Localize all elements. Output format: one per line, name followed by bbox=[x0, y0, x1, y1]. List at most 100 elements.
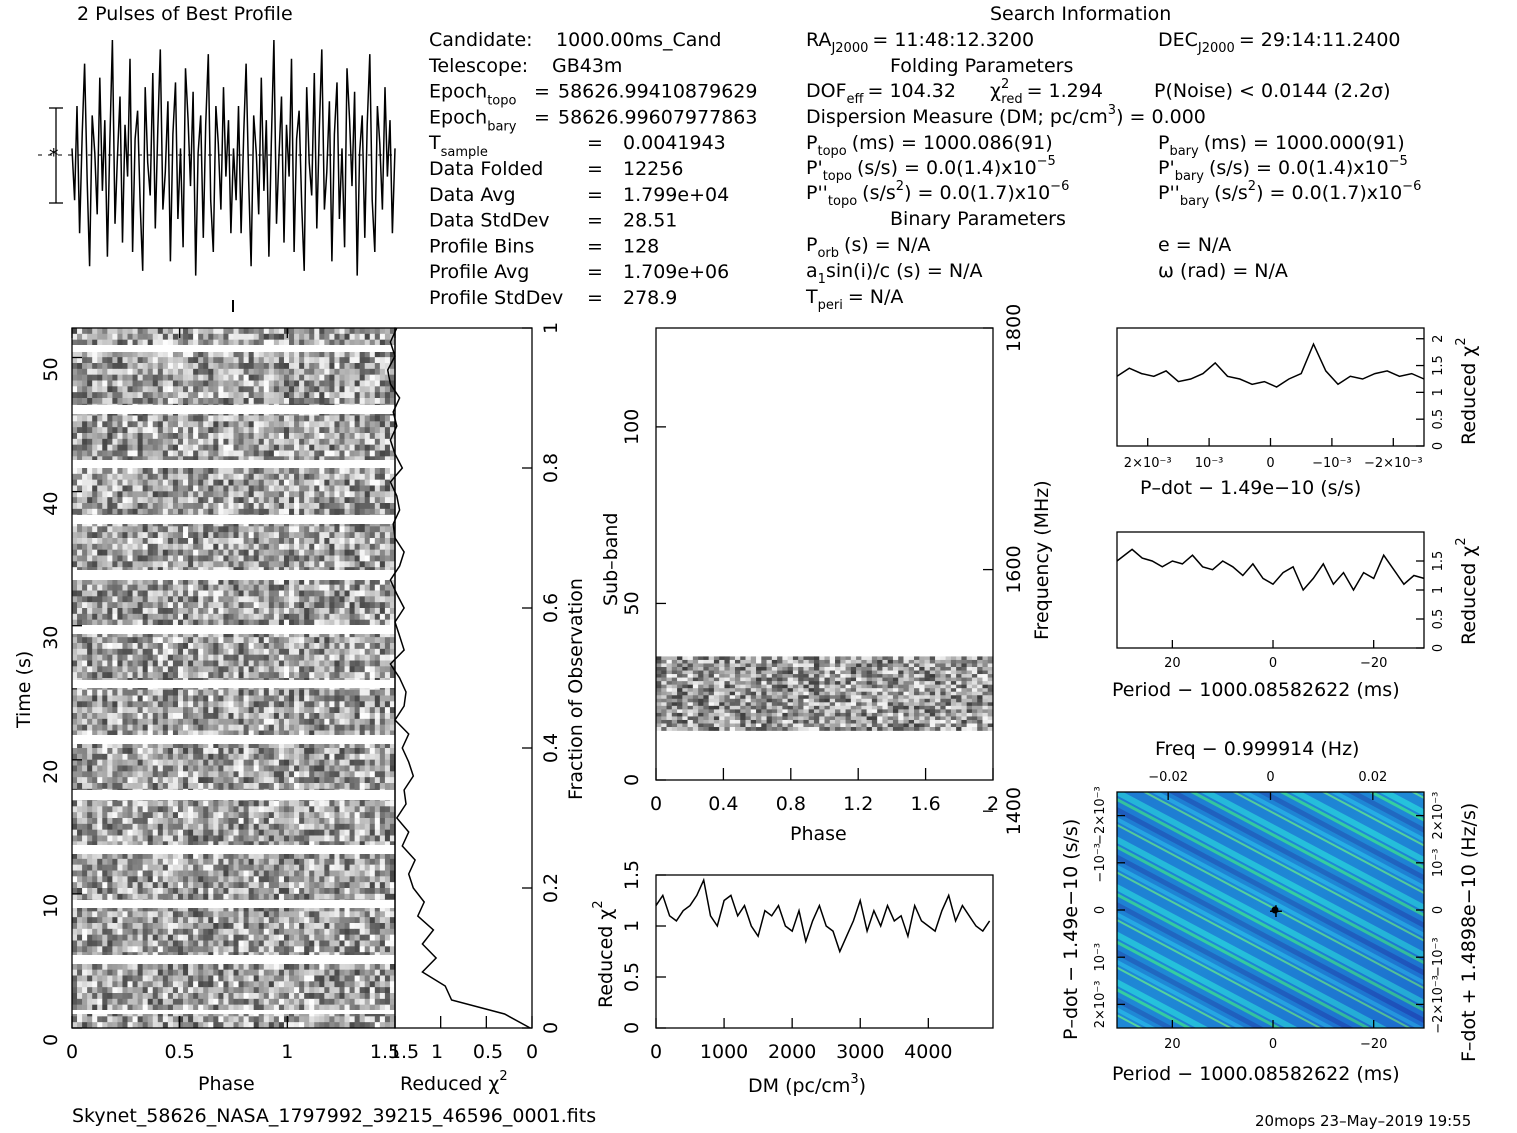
omega-value: ω (rad) = N/A bbox=[1158, 260, 1288, 282]
fraction-tick-label: 0.4 bbox=[540, 733, 562, 763]
fraction-tick-label: 0.6 bbox=[540, 593, 562, 623]
binary-header: Binary Parameters bbox=[890, 208, 1066, 230]
chi-label: χ bbox=[990, 80, 1001, 102]
info-row-label: Profile Bins bbox=[429, 235, 534, 257]
time-tick-label: 50 bbox=[40, 357, 62, 381]
pd-reduced-label: Reduced bbox=[1458, 363, 1480, 445]
dm-tick-label: 3000 bbox=[836, 1041, 884, 1063]
dm-tick-label: 1000 bbox=[700, 1041, 748, 1063]
tperi-sub: peri bbox=[818, 298, 843, 313]
subband-phase-tick-label: 1.2 bbox=[843, 793, 873, 815]
dof-sub: eff bbox=[847, 92, 865, 107]
pp-pdot-tick-label: 2×10⁻³ bbox=[1093, 981, 1108, 1029]
svg-text:P''topo(s/s2) = 0.0(1.7)x10−6: P''topo (s/s2) = 0.0(1.7)x10−6 bbox=[806, 179, 1069, 209]
info-row-label: Data Folded bbox=[429, 158, 543, 180]
pd-bary-exp: −5 bbox=[1389, 154, 1408, 169]
subband-axis-label: Sub–band bbox=[600, 513, 622, 606]
svg-text:*: * bbox=[49, 145, 59, 167]
svg-text:RAJ2000= 11:48:12.3200: RAJ2000 = 11:48:12.3200 bbox=[806, 29, 1034, 56]
subband-tick-label: 50 bbox=[621, 591, 643, 615]
pp-freq-tick-label: −0.02 bbox=[1148, 770, 1188, 785]
ra-value: = 11:48:12.3200 bbox=[872, 29, 1034, 51]
fraction-chi2-line bbox=[386, 327, 531, 1029]
dm-chi-tick-label: 0.5 bbox=[621, 962, 643, 992]
p-bary-sub: bary bbox=[1169, 144, 1199, 159]
pdot-chi-tick-label: 1.5 bbox=[1431, 355, 1446, 376]
footer-stamp: 20mops 23–May–2019 19:55 bbox=[1255, 1112, 1471, 1130]
time-gap bbox=[72, 790, 395, 800]
period-tick-label: 20 bbox=[1164, 656, 1181, 671]
fraction-axis-label: Fraction of Observation bbox=[565, 578, 587, 800]
chi-sup: 2 bbox=[1001, 77, 1009, 92]
pr-reduced-label: Reduced bbox=[1458, 563, 1480, 645]
time-gap bbox=[72, 515, 395, 524]
info-row-value: 1000.00ms_Cand bbox=[556, 29, 722, 51]
pp-freq-tick-label: 0 bbox=[1266, 770, 1274, 785]
pr-chi-sup: 2 bbox=[1454, 537, 1469, 545]
svg-text:P''bary(s/s2) = 0.0(1.7)x10−6: P''bary (s/s2) = 0.0(1.7)x10−6 bbox=[1158, 179, 1421, 209]
ppdot-plane: 20 0 −20−0.02 0 0.022×10⁻³10⁻³0−10⁻³−2×10⁻³ 2… bbox=[1060, 738, 1480, 1085]
info-row-eq: = bbox=[587, 210, 603, 232]
profile-error-bar: * bbox=[38, 107, 395, 204]
fc-chi-sup: 2 bbox=[499, 1069, 507, 1084]
time-gap bbox=[72, 625, 395, 634]
p-bary-value: (ms) = 1000.000(91) bbox=[1204, 132, 1405, 154]
phase-tick-label: 0 bbox=[66, 1041, 78, 1063]
pd-topo-value: (s/s) = 0.0(1.4)x10 bbox=[857, 157, 1037, 179]
pd-topo-label: P' bbox=[806, 157, 823, 179]
tperi-label: T bbox=[805, 286, 818, 308]
p-topo-sub: topo bbox=[817, 144, 846, 159]
time-gap bbox=[72, 345, 395, 352]
period-axis-label: Period − 1000.08582622 (ms) bbox=[1112, 679, 1400, 701]
pdd-bary-rest: ) = 0.0(1.7)x10 bbox=[1256, 182, 1402, 204]
info-row-eq: = bbox=[587, 235, 603, 257]
phase-axis-label: Phase bbox=[198, 1073, 255, 1095]
porb-sub: orb bbox=[817, 246, 839, 261]
time-gap bbox=[72, 1010, 395, 1014]
info-row-label: Epochtopo bbox=[429, 81, 516, 109]
dm-axis-sup: 3 bbox=[850, 1072, 858, 1087]
pdot-tick-label: −2×10⁻³ bbox=[1364, 456, 1423, 471]
a1-label: a bbox=[806, 260, 818, 282]
info-row-value: 58626.99607977863 bbox=[558, 106, 757, 128]
chi-value: = 1.294 bbox=[1027, 80, 1103, 102]
dm-chi2-panel: 0 1000 2000 3000 4000 0 0.5 1 1.5 Reduced χ2 DM (… bbox=[591, 860, 994, 1097]
fdot-right-label: F–dot + 1.4898e−10 (Hz/s) bbox=[1458, 803, 1480, 1062]
period-chi-tick-label: 0 bbox=[1431, 644, 1446, 652]
svg-text:Tperi= N/A: Tperi = N/A bbox=[805, 286, 903, 313]
svg-text:Porb(s) = N/A: Porb (s) = N/A bbox=[806, 234, 930, 261]
fc-x-label-1: 1 bbox=[431, 1041, 443, 1063]
info-row-label: Epochbary bbox=[429, 106, 517, 134]
dm-chi-sup: 2 bbox=[591, 900, 606, 908]
info-row-label: Candidate: bbox=[429, 29, 533, 51]
pdd-topo-value: (s/s bbox=[862, 182, 896, 204]
info-row-eq: = bbox=[587, 158, 603, 180]
pdot-chi2-panel: 2×10⁻³ 10⁻³ 0 −10⁻³ −2×10⁻³ 0 0.5 1 1.5 2 P–dot −… bbox=[1116, 327, 1480, 499]
a1-value: sin(i)/c (s) = N/A bbox=[826, 260, 983, 282]
p-topo-value: (ms) = 1000.086(91) bbox=[852, 132, 1053, 154]
fraction-chi2-panel: 1 0.5 0 1.5 0 0.2 0.4 0.6 0.8 1 Reduced χ2 Fractio… bbox=[386, 322, 587, 1095]
info-row-value: 1.799e+04 bbox=[623, 184, 729, 206]
svg-text:P'bary(s/s) = 0.0(1.4)x10−5: P'bary (s/s) = 0.0(1.4)x10−5 bbox=[1158, 154, 1408, 184]
svg-text:P'topo(s/s) = 0.0(1.4)x10−5: P'topo (s/s) = 0.0(1.4)x10−5 bbox=[806, 154, 1056, 184]
ra-label: RA bbox=[806, 29, 831, 51]
profile-plot bbox=[71, 39, 396, 312]
time-gap bbox=[72, 735, 395, 744]
info-row-eq: = bbox=[587, 261, 603, 283]
time-tick-label: 20 bbox=[40, 760, 62, 784]
dm-text: Dispersion Measure (DM; pc/cm bbox=[806, 106, 1108, 128]
pd-topo-sub: topo bbox=[823, 169, 852, 184]
dm-chi-tick-label: 0 bbox=[621, 1022, 643, 1034]
pp-pdot-tick-label: −2×10⁻³ bbox=[1093, 786, 1108, 845]
pp-pdot-tick-label: 10⁻³ bbox=[1093, 943, 1108, 972]
pnoise: P(Noise) < 0.0144 (2.2σ) bbox=[1154, 80, 1391, 102]
pdd-bary-value: (s/s bbox=[1214, 182, 1248, 204]
phase-tick-label: 1.5 bbox=[370, 1041, 400, 1063]
pdot-tick-label: 10⁻³ bbox=[1195, 456, 1224, 471]
porb-value: (s) = N/A bbox=[844, 234, 930, 256]
chi-sub: red bbox=[1001, 92, 1022, 107]
fraction-tick-label: 0 bbox=[540, 1022, 562, 1034]
dm-value: ) = 0.000 bbox=[1116, 106, 1206, 128]
subband-phase-tick-label: 2 bbox=[987, 793, 999, 815]
dm-tick-label: 4000 bbox=[904, 1041, 952, 1063]
